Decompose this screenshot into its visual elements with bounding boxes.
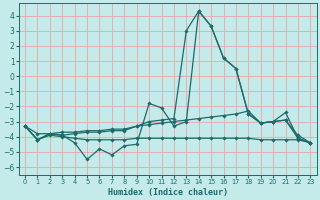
X-axis label: Humidex (Indice chaleur): Humidex (Indice chaleur): [108, 188, 228, 197]
